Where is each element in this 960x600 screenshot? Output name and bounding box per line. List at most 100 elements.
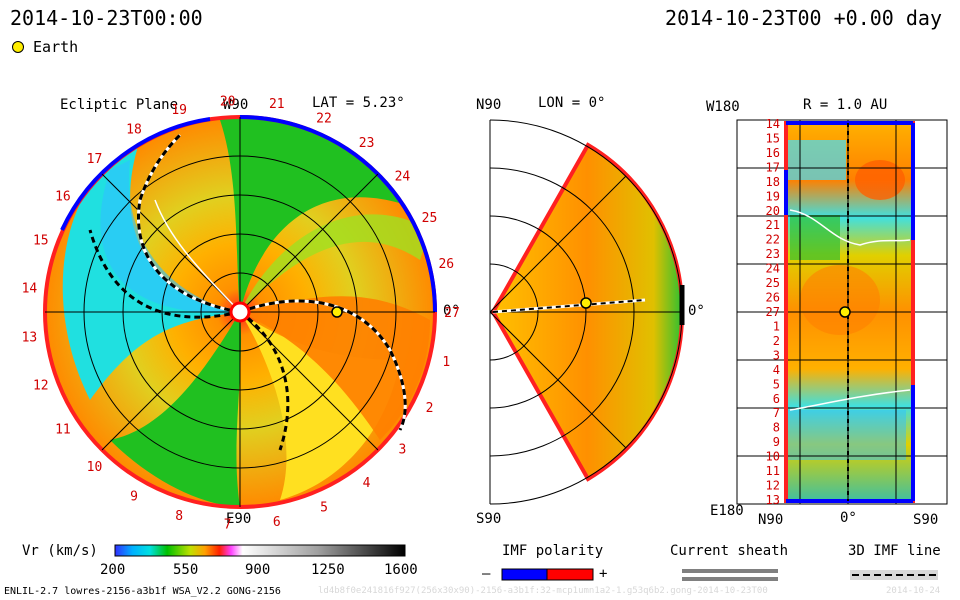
colorbar-tick-900: 900 — [245, 562, 271, 578]
carrington-label-10: 10 — [87, 460, 103, 475]
ecliptic-title: Ecliptic Plane — [60, 97, 179, 113]
current-sheath-line-1 — [682, 569, 778, 573]
radial-row-label-8: 8 — [773, 421, 780, 435]
carrington-label-1: 1 — [442, 355, 450, 370]
ecliptic-bottom-label: E90 — [226, 511, 252, 527]
radial-row-label-27: 27 — [766, 305, 780, 319]
carrington-label-20: 20 — [220, 94, 236, 109]
sun-icon — [229, 301, 251, 323]
carrington-label-11: 11 — [55, 423, 71, 438]
radial-bottom-n90: N90 — [758, 512, 784, 528]
radial-row-label-20: 20 — [766, 204, 780, 218]
radial-panel — [736, 119, 948, 505]
radial-row-label-9: 9 — [773, 435, 780, 449]
earth-label: Earth — [33, 38, 79, 56]
carrington-label-25: 25 — [422, 211, 438, 226]
radial-row-label-14: 14 — [766, 117, 780, 131]
radial-row-label-11: 11 — [766, 464, 780, 478]
imf-negative-swatch — [501, 568, 548, 581]
earth-legend: Earth — [12, 38, 78, 56]
carrington-label-4: 4 — [363, 476, 371, 491]
carrington-label-12: 12 — [33, 379, 49, 394]
carrington-label-8: 8 — [175, 509, 183, 524]
earth-meridional-icon — [580, 297, 592, 309]
radial-row-label-16: 16 — [766, 146, 780, 160]
radial-row-label-12: 12 — [766, 479, 780, 493]
footer-right: 2014-10-24 — [886, 586, 941, 596]
radial-bottom-left-label: E180 — [710, 503, 744, 519]
carrington-label-13: 13 — [22, 331, 38, 346]
radial-row-label-26: 26 — [766, 291, 780, 305]
radial-row-label-1: 1 — [773, 320, 780, 334]
radial-row-label-15: 15 — [766, 132, 780, 146]
radial-row-label-22: 22 — [766, 233, 780, 247]
carrington-label-6: 6 — [273, 515, 281, 530]
radial-row-label-19: 19 — [766, 189, 780, 203]
radial-row-label-23: 23 — [766, 247, 780, 261]
footer-mid: ld4b8f0e241816f927(256x30x90)-2156-a3b1f… — [318, 586, 768, 596]
radial-row-label-3: 3 — [773, 348, 780, 362]
velocity-colorbar — [114, 544, 406, 557]
carrington-label-16: 16 — [55, 190, 71, 205]
imf-line-title: 3D IMF line — [848, 543, 941, 559]
carrington-label-17: 17 — [87, 152, 103, 167]
colorbar-tick-1600: 1600 — [384, 562, 418, 578]
carrington-label-9: 9 — [130, 490, 138, 505]
earth-ecliptic-icon — [331, 306, 343, 318]
ecliptic-lat-label: LAT = 5.23° — [312, 95, 405, 111]
radial-row-label-13: 13 — [766, 493, 780, 507]
carrington-label-14: 14 — [22, 281, 38, 296]
radial-top-left-label: W180 — [706, 99, 740, 115]
radial-bottom-s90: S90 — [913, 512, 939, 528]
radial-row-label-5: 5 — [773, 377, 780, 391]
carrington-label-24: 24 — [395, 170, 411, 185]
meridional-top-label: N90 — [476, 97, 502, 113]
imf-positive-swatch — [546, 568, 594, 581]
carrington-label-5: 5 — [320, 501, 328, 516]
carrington-label-2: 2 — [426, 401, 434, 416]
current-sheath-title: Current sheath — [670, 543, 789, 559]
meridional-lon-label: LON = 0° — [538, 95, 606, 111]
earth-radial-icon — [839, 306, 851, 318]
footer-left: ENLIL-2.7 lowres-2156-a3b1f WSA_V2.2 GON… — [4, 586, 281, 597]
imf-plus-label: + — [599, 566, 608, 582]
radial-row-label-2: 2 — [773, 334, 780, 348]
imf-line-swatch — [850, 570, 938, 580]
radial-row-label-24: 24 — [766, 262, 780, 276]
radial-row-label-18: 18 — [766, 175, 780, 189]
imf-minus-label: – — [482, 566, 491, 582]
carrington-label-3: 3 — [398, 442, 406, 457]
radial-row-labels: 1415161718192021222324252627123456789101… — [766, 117, 780, 507]
colorbar-tick-1250: 1250 — [311, 562, 345, 578]
carrington-label-27: 27 — [444, 306, 460, 321]
radial-row-label-21: 21 — [766, 218, 780, 232]
right-datetime: 2014-10-23T00 +0.00 day — [665, 6, 942, 30]
meridional-right-label: 0° — [688, 303, 705, 319]
colorbar-label: Vr (km/s) — [22, 543, 98, 559]
radial-row-label-4: 4 — [773, 363, 780, 377]
meridional-panel — [489, 119, 685, 505]
meridional-bottom-label: S90 — [476, 511, 502, 527]
current-sheath-line-2 — [682, 577, 778, 581]
imf-polarity-title: IMF polarity — [502, 543, 604, 559]
carrington-label-7: 7 — [224, 518, 232, 533]
radial-row-label-17: 17 — [766, 160, 780, 174]
carrington-label-26: 26 — [438, 257, 454, 272]
carrington-label-23: 23 — [359, 136, 375, 151]
ecliptic-right-label: 0° — [443, 303, 460, 319]
radial-row-label-7: 7 — [773, 406, 780, 420]
ecliptic-top-label: W90 — [223, 97, 249, 113]
radial-r-label: R = 1.0 AU — [803, 97, 888, 113]
colorbar-tick-200: 200 — [100, 562, 126, 578]
left-datetime: 2014-10-23T00:00 — [10, 6, 203, 30]
colorbar-tick-550: 550 — [173, 562, 199, 578]
radial-row-label-10: 10 — [766, 450, 780, 464]
earth-marker-icon — [12, 41, 24, 53]
carrington-label-22: 22 — [316, 111, 332, 126]
carrington-label-18: 18 — [126, 122, 142, 137]
carrington-label-15: 15 — [33, 234, 49, 249]
radial-row-label-25: 25 — [766, 276, 780, 290]
carrington-label-19: 19 — [171, 103, 187, 118]
